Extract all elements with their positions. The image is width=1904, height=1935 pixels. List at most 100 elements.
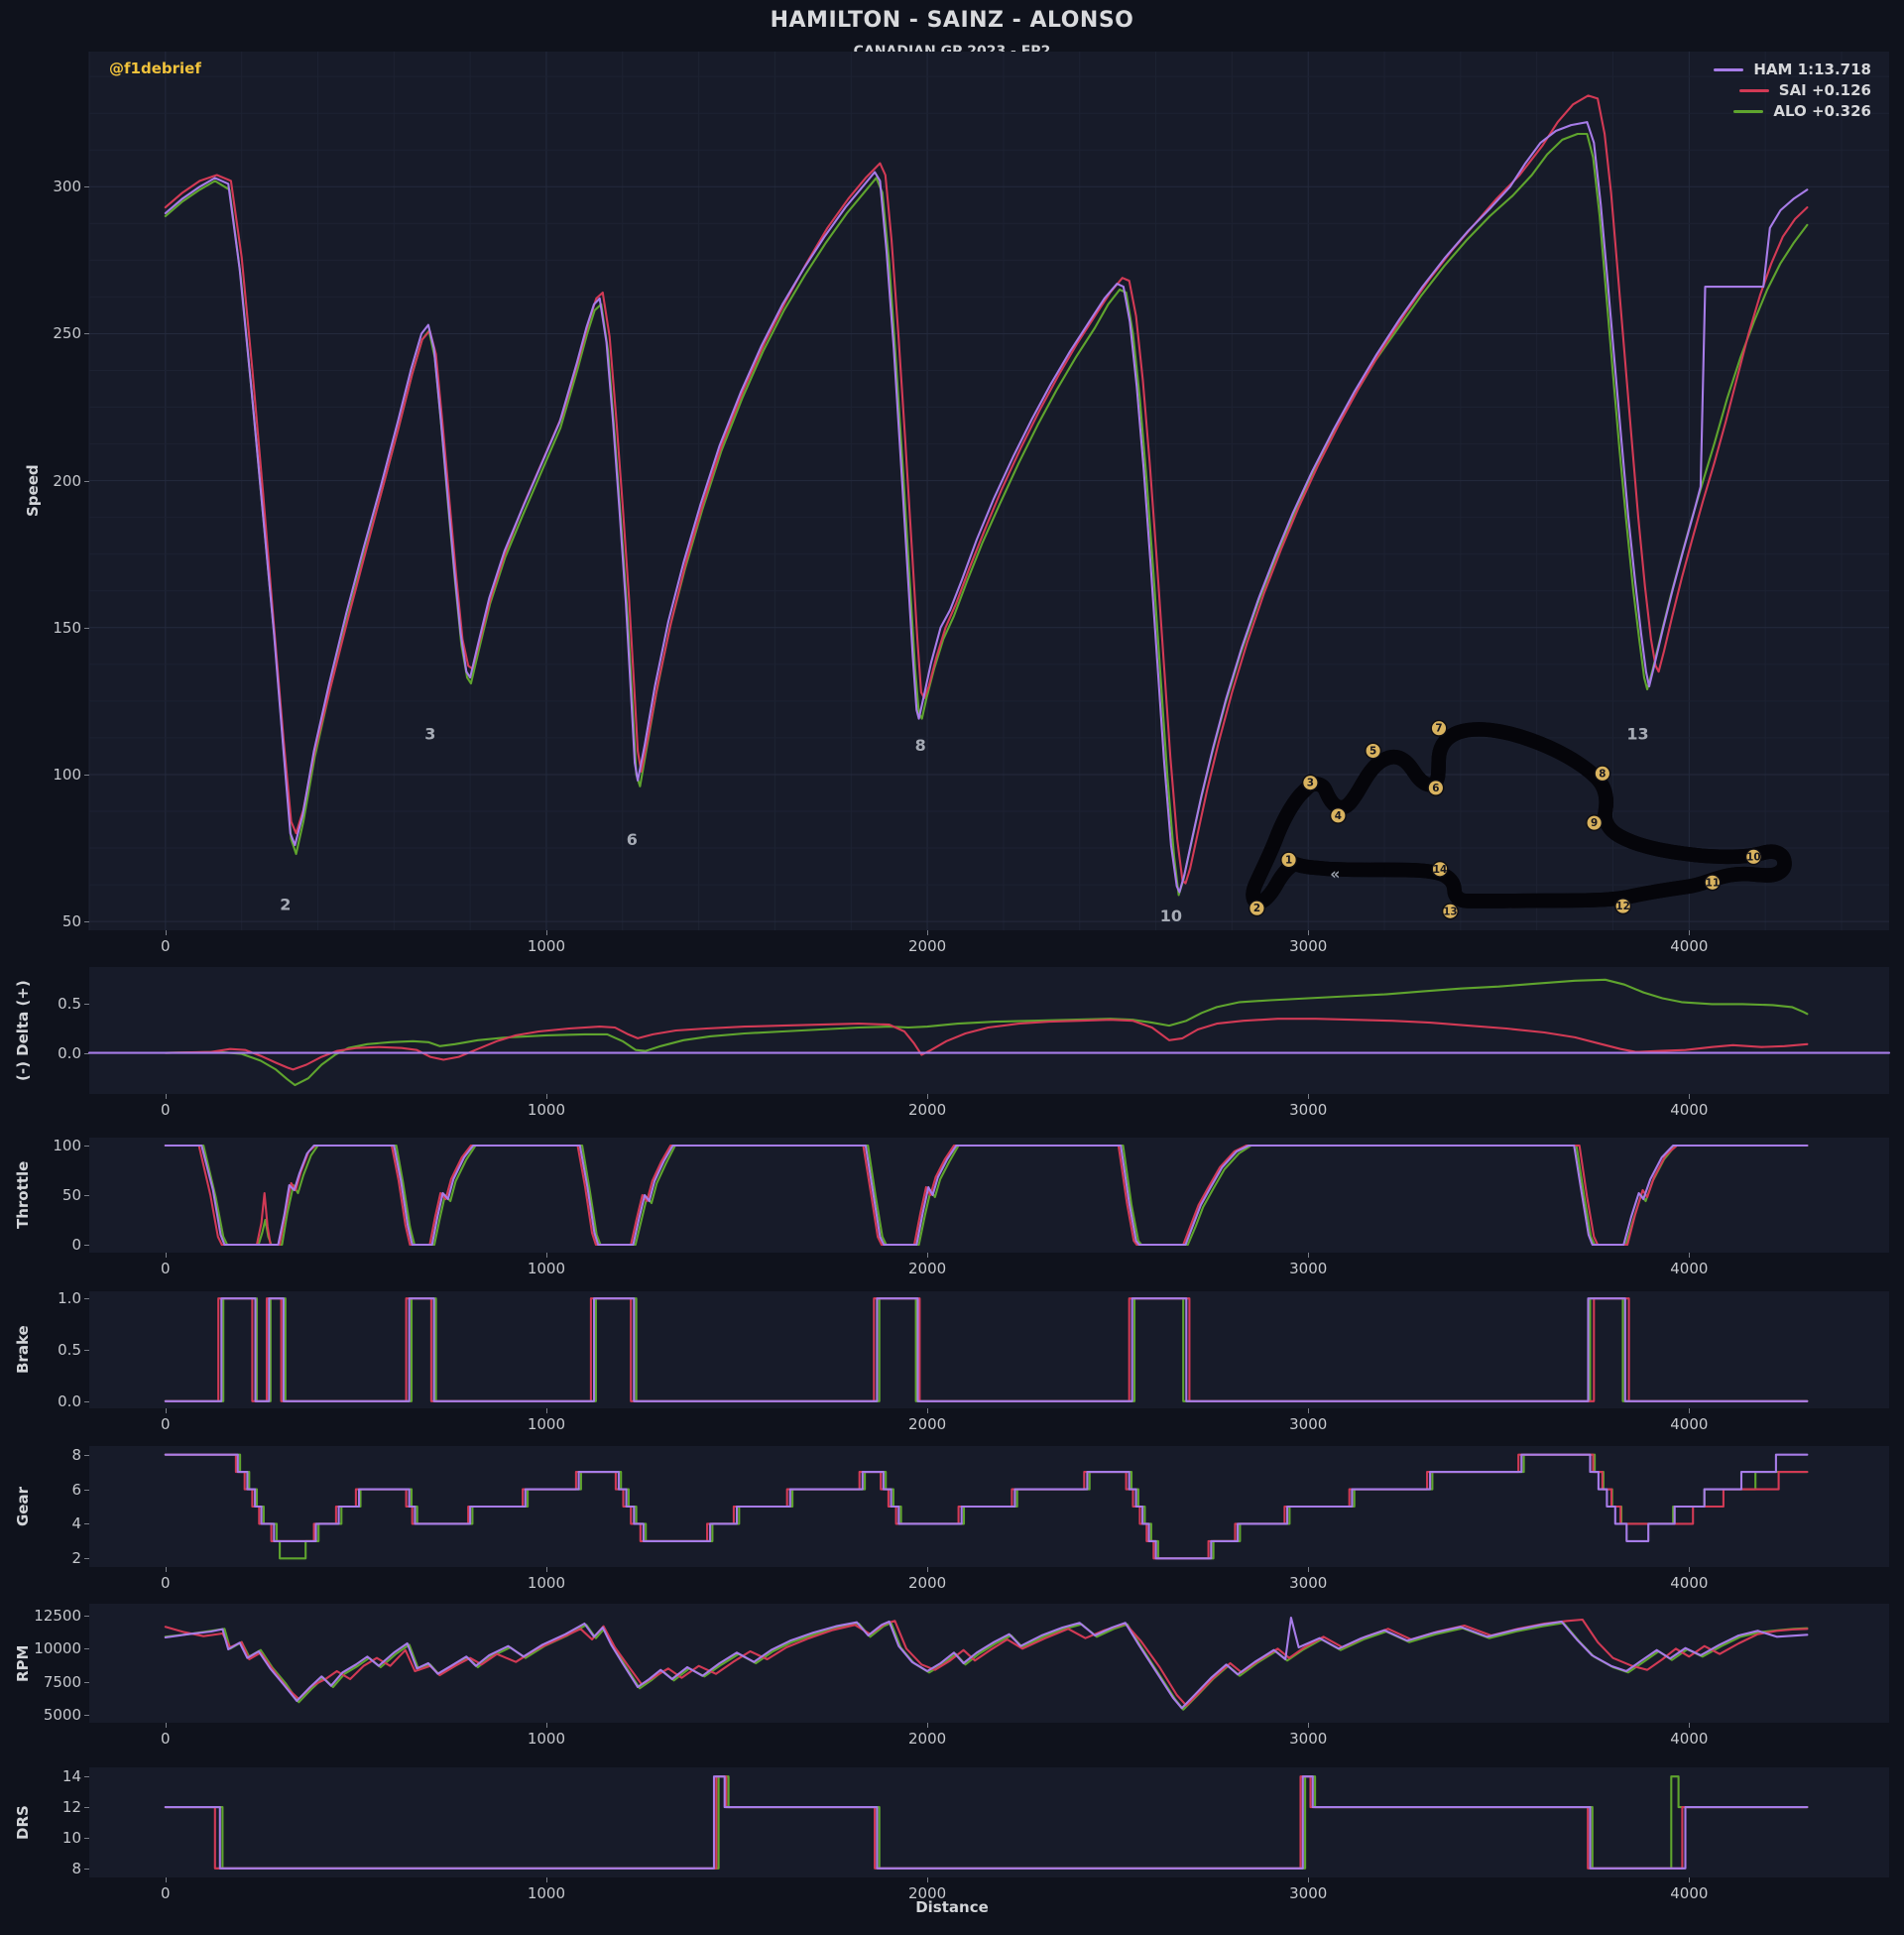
tick (545, 1877, 547, 1882)
rpm-xtick: 1000 (527, 1730, 566, 1748)
brake-ytick: 1.0 (58, 1289, 81, 1308)
speed-trace-ham (164, 121, 1809, 894)
drs-xtick: 0 (161, 1884, 171, 1902)
tick (84, 1004, 89, 1006)
tick (1308, 1877, 1310, 1882)
corner-label-13: 13 (1626, 724, 1648, 743)
tick (1308, 1408, 1310, 1413)
brake-xtick: 3000 (1289, 1415, 1328, 1433)
rpm-ytick: 12500 (34, 1607, 81, 1625)
tick (545, 1567, 547, 1572)
brake-ytick: 0.5 (58, 1341, 81, 1359)
brake-chart (89, 1291, 1889, 1408)
tick (927, 1877, 929, 1882)
tick (84, 1195, 89, 1196)
speed-xtick: 2000 (907, 937, 947, 955)
speed-ytick: 300 (53, 178, 81, 196)
throttle-trace-ham (164, 1144, 1809, 1247)
speed-ytick: 200 (53, 471, 81, 490)
tick (1308, 930, 1310, 935)
page-title: HAMILTON - SAINZ - ALONSO (770, 8, 1134, 33)
delta-trace-sai (164, 1018, 1809, 1071)
drs-xtick: 1000 (527, 1884, 566, 1902)
drs-xtick: 2000 (907, 1884, 947, 1902)
tick (1689, 1094, 1691, 1099)
tick (84, 1489, 89, 1491)
drs-xtick: 3000 (1289, 1884, 1328, 1902)
speed-xtick: 0 (161, 937, 171, 955)
drs-trace-alo (164, 1775, 1809, 1870)
brake-ytick: 0.0 (58, 1391, 81, 1410)
tick (84, 1400, 89, 1402)
tick (1689, 1408, 1691, 1413)
tick (84, 1807, 89, 1809)
rpm-xtick: 3000 (1289, 1730, 1328, 1748)
brake-xtick: 1000 (527, 1415, 566, 1433)
tick (545, 1253, 547, 1258)
rpm-ytick: 5000 (43, 1706, 81, 1724)
speed-ytick: 100 (53, 765, 81, 784)
gear-trace-alo (164, 1453, 1809, 1560)
tick (1689, 1253, 1691, 1258)
corner-label-3: 3 (424, 724, 435, 743)
rpm-trace-ham (164, 1616, 1809, 1710)
tick (84, 186, 89, 188)
tick (1689, 930, 1691, 935)
brake-xtick: 4000 (1670, 1415, 1709, 1433)
tick (84, 921, 89, 923)
corner-label-10: 10 (1160, 907, 1182, 925)
tick (84, 333, 89, 335)
drs-trace-ham (164, 1775, 1809, 1870)
delta-ytick: 0.5 (58, 995, 81, 1014)
gear-xtick: 3000 (1289, 1574, 1328, 1592)
throttle-chart (89, 1138, 1889, 1253)
tick (927, 1723, 929, 1728)
tick (165, 1877, 167, 1882)
delta-xtick: 2000 (907, 1101, 947, 1119)
drs-ytick: 14 (61, 1767, 81, 1786)
speed-ytick: 50 (61, 912, 81, 931)
drs-chart (89, 1767, 1889, 1877)
delta-xtick: 1000 (527, 1101, 566, 1119)
rpm-ytick: 7500 (43, 1672, 81, 1691)
tick (545, 1723, 547, 1728)
speed-ytick: 250 (53, 324, 81, 343)
delta-xtick: 4000 (1670, 1101, 1709, 1119)
tick (84, 627, 89, 629)
gear-xtick: 4000 (1670, 1574, 1709, 1592)
delta-chart (87, 967, 1891, 1094)
tick (84, 1715, 89, 1716)
tick (1308, 1567, 1310, 1572)
throttle-xtick: 4000 (1670, 1260, 1709, 1277)
throttle-xtick: 2000 (907, 1260, 947, 1277)
throttle-ytick: 50 (61, 1186, 81, 1204)
rpm-chart (89, 1604, 1889, 1723)
tick (165, 1094, 167, 1099)
drs-axis-label: DRS (14, 1805, 32, 1840)
tick (927, 1408, 929, 1413)
tick (84, 1776, 89, 1778)
tick (1308, 1723, 1310, 1728)
delta-xtick: 3000 (1289, 1101, 1328, 1119)
tick (84, 1146, 89, 1147)
tick (84, 1837, 89, 1839)
brake-trace-alo (164, 1297, 1809, 1402)
tick (165, 1723, 167, 1728)
speed-trace-sai (164, 94, 1809, 885)
drs-ytick: 8 (71, 1859, 81, 1877)
tick (84, 1350, 89, 1351)
throttle-trace-alo (164, 1144, 1809, 1247)
tick (84, 1616, 89, 1617)
speed-xtick: 3000 (1289, 937, 1328, 955)
tick (927, 1567, 929, 1572)
tick (84, 1298, 89, 1300)
speed-xtick: 4000 (1670, 937, 1709, 955)
tick (545, 930, 547, 935)
tick (165, 930, 167, 935)
gear-ytick: 8 (71, 1445, 81, 1464)
tick (1308, 1253, 1310, 1258)
rpm-xtick: 4000 (1670, 1730, 1709, 1748)
tick (84, 1245, 89, 1246)
delta-ytick: 0.0 (58, 1043, 81, 1062)
gear-ytick: 2 (71, 1549, 81, 1568)
